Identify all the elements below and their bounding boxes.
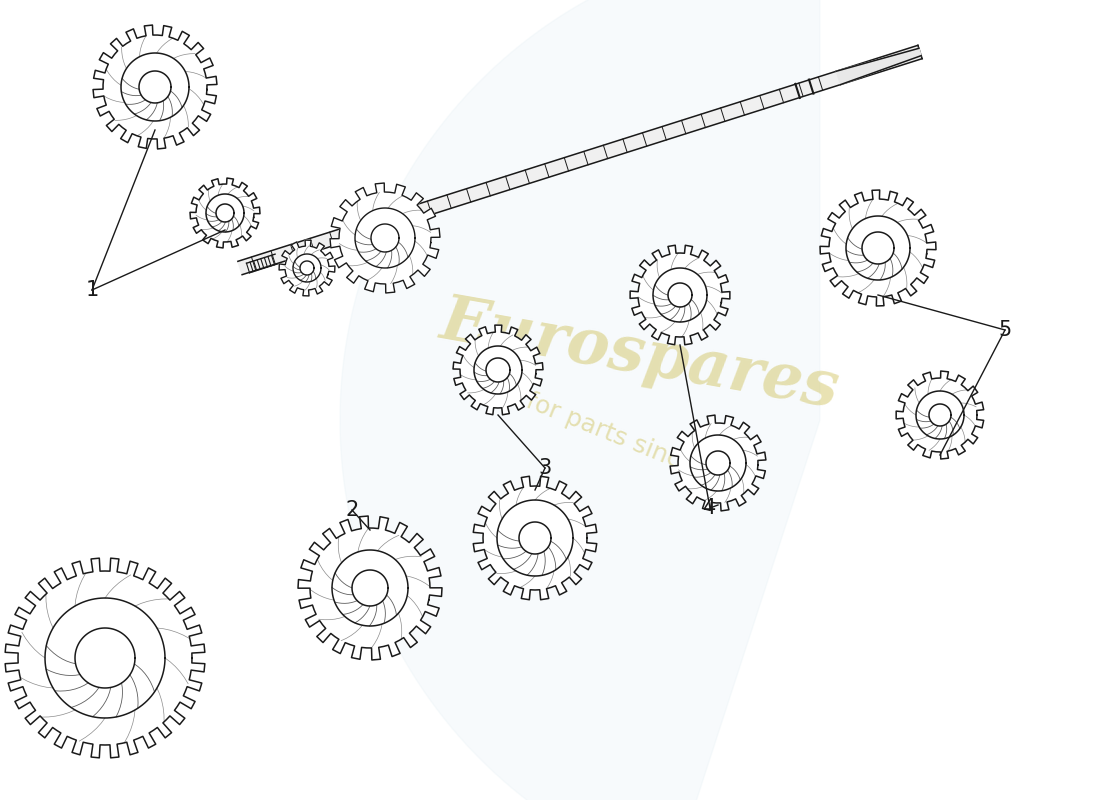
Polygon shape — [139, 71, 170, 103]
Polygon shape — [474, 346, 522, 394]
Polygon shape — [473, 476, 596, 600]
Polygon shape — [190, 178, 260, 248]
Polygon shape — [340, 0, 820, 800]
Polygon shape — [670, 415, 766, 511]
Text: 4: 4 — [703, 498, 716, 518]
Polygon shape — [497, 500, 573, 576]
Polygon shape — [371, 224, 399, 252]
Polygon shape — [75, 628, 135, 688]
Text: Eurospares: Eurospares — [436, 290, 844, 420]
Polygon shape — [300, 261, 313, 275]
Polygon shape — [298, 516, 442, 660]
Polygon shape — [862, 232, 894, 264]
Text: past for parts since 19: past for parts since 19 — [465, 366, 735, 494]
Polygon shape — [630, 246, 730, 345]
Text: 3: 3 — [538, 458, 551, 478]
Text: 5: 5 — [999, 320, 1012, 340]
Polygon shape — [653, 268, 707, 322]
Polygon shape — [668, 283, 692, 307]
Polygon shape — [206, 194, 244, 232]
Text: 2: 2 — [345, 500, 359, 520]
Polygon shape — [279, 240, 334, 296]
Text: 1: 1 — [86, 280, 99, 300]
Polygon shape — [820, 190, 936, 306]
Polygon shape — [238, 46, 922, 274]
Polygon shape — [330, 183, 440, 293]
Polygon shape — [6, 558, 205, 758]
Polygon shape — [836, 48, 921, 85]
Polygon shape — [916, 391, 964, 439]
Polygon shape — [332, 550, 408, 626]
Polygon shape — [355, 208, 415, 268]
Polygon shape — [94, 25, 217, 149]
Polygon shape — [216, 204, 234, 222]
Polygon shape — [896, 371, 983, 459]
Polygon shape — [706, 451, 730, 475]
Polygon shape — [930, 404, 952, 426]
Polygon shape — [121, 53, 189, 121]
Polygon shape — [846, 216, 910, 280]
Polygon shape — [453, 325, 543, 414]
Polygon shape — [690, 435, 746, 491]
Polygon shape — [486, 358, 510, 382]
Polygon shape — [45, 598, 165, 718]
Polygon shape — [519, 522, 551, 554]
Polygon shape — [293, 254, 321, 282]
Polygon shape — [352, 570, 388, 606]
